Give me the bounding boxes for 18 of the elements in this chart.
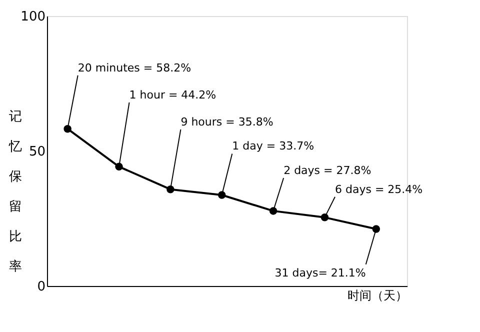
- y-tick-label: 50: [28, 144, 46, 160]
- annotation: 31 days= 21.1%: [274, 266, 366, 280]
- annotation: 2 days = 27.8%: [284, 164, 372, 177]
- point: [166, 185, 174, 194]
- y-tick-label: 0: [37, 280, 46, 294]
- annotation: 6 days = 25.4%: [335, 182, 423, 196]
- point: [64, 124, 72, 133]
- annotation: 9 hours = 35.8%: [180, 115, 274, 128]
- y-tick-label: 100: [20, 10, 46, 24]
- annotation: 1 day = 33.7%: [232, 140, 314, 153]
- point: [372, 225, 380, 233]
- annotation: 20 minutes = 58.2%: [78, 61, 192, 74]
- annotation: 1 hour = 44.2%: [129, 88, 216, 102]
- point: [218, 191, 226, 199]
- y-axis-title: 记忆保留比率: [8, 110, 22, 274]
- point: [115, 162, 123, 171]
- x-axis-title: 时间（天）: [348, 288, 408, 302]
- point: [320, 214, 329, 222]
